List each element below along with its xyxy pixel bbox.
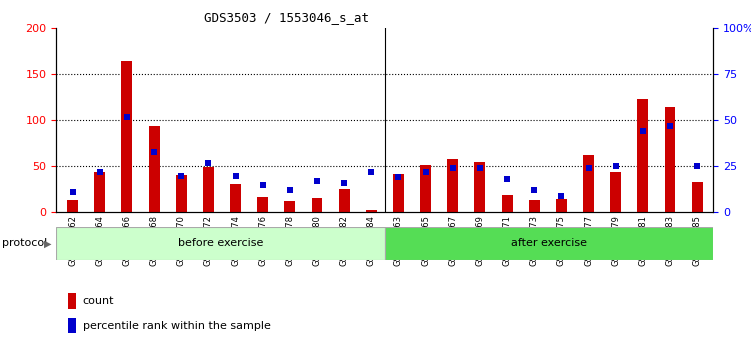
Text: after exercise: after exercise (511, 238, 587, 249)
Bar (230, 184, 241, 212)
Point (637, 129, 649, 134)
Point (121, 114, 133, 120)
Bar (203, 167, 214, 212)
Point (257, 182, 269, 188)
Bar (68, 293, 76, 309)
Bar (68, 318, 76, 333)
Point (474, 165, 486, 171)
Point (202, 160, 214, 166)
Bar (385, 227, 713, 260)
Point (338, 180, 350, 186)
Bar (56, 227, 385, 260)
Point (284, 188, 296, 193)
Bar (421, 165, 431, 212)
Point (501, 176, 513, 182)
Point (393, 175, 405, 180)
Bar (95, 172, 105, 212)
Bar (692, 182, 703, 212)
Point (664, 123, 676, 129)
Bar (258, 197, 268, 212)
Point (94, 169, 106, 175)
Bar (448, 159, 458, 212)
Bar (502, 195, 512, 212)
Point (67, 189, 79, 195)
Point (148, 149, 160, 154)
Bar (67, 200, 78, 212)
Bar (176, 175, 187, 212)
Bar (665, 108, 675, 212)
Point (447, 165, 459, 171)
Bar (475, 162, 485, 212)
Bar (366, 210, 377, 212)
Bar (556, 199, 567, 212)
Bar (312, 198, 322, 212)
Point (175, 173, 187, 178)
Bar (638, 99, 648, 212)
Text: GDS3503 / 1553046_s_at: GDS3503 / 1553046_s_at (204, 11, 369, 24)
Bar (285, 201, 295, 212)
Point (311, 178, 323, 184)
Point (691, 164, 703, 169)
Bar (529, 200, 540, 212)
Text: percentile rank within the sample: percentile rank within the sample (83, 320, 270, 331)
Point (583, 165, 595, 171)
Point (528, 188, 540, 193)
Bar (122, 61, 132, 212)
Bar (611, 172, 621, 212)
Text: before exercise: before exercise (178, 238, 264, 249)
Point (365, 169, 377, 175)
Text: count: count (83, 296, 114, 306)
Bar (583, 155, 594, 212)
Text: protocol: protocol (2, 238, 47, 249)
Point (610, 164, 622, 169)
Bar (393, 174, 404, 212)
Point (230, 173, 242, 178)
Point (420, 169, 432, 175)
Bar (339, 189, 349, 212)
Bar (149, 126, 159, 212)
Text: ▶: ▶ (44, 238, 51, 249)
Point (556, 193, 568, 199)
